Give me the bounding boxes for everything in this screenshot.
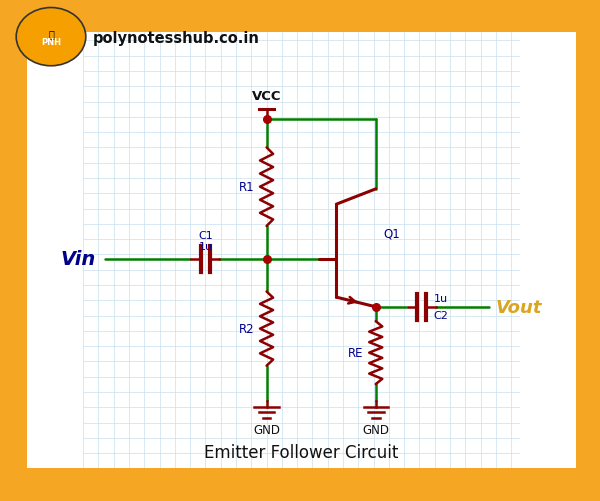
Text: Emitter Follower Circuit: Emitter Follower Circuit <box>205 443 398 461</box>
Text: 🎓: 🎓 <box>48 29 54 39</box>
Text: Vout: Vout <box>496 298 542 316</box>
Text: 1u: 1u <box>199 241 212 252</box>
Text: R1: R1 <box>239 181 254 194</box>
Text: R2: R2 <box>239 323 254 336</box>
Text: GND: GND <box>362 423 389 436</box>
Text: C1: C1 <box>198 231 213 241</box>
Text: Vin: Vin <box>61 249 96 269</box>
Text: C2: C2 <box>434 311 449 321</box>
Text: RE: RE <box>348 347 364 359</box>
Text: 1u: 1u <box>434 294 448 304</box>
Text: polynotesshub.co.in: polynotesshub.co.in <box>93 31 260 46</box>
Text: Q1: Q1 <box>383 227 400 240</box>
Text: PNH: PNH <box>41 38 61 47</box>
Text: VCC: VCC <box>252 90 281 103</box>
Text: GND: GND <box>253 423 280 436</box>
